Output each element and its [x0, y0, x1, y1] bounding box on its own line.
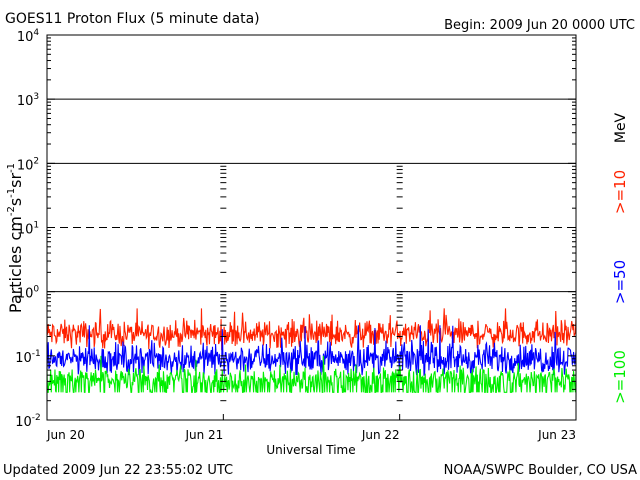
y-axis-label: Particles cm-2s-1sr-1 [6, 163, 25, 313]
legend-ge10: >=10 [611, 170, 629, 214]
legend: MeV >=10 >=50 >=100 [611, 112, 629, 403]
updated-timestamp: Updated 2009 Jun 22 23:55:02 UTC [3, 463, 233, 478]
series-layer [46, 308, 577, 393]
x-tick-label-1: Jun 21 [184, 428, 223, 442]
x-tick-label-2: Jun 22 [361, 428, 400, 442]
y-tick-label-1: 10-1 [15, 349, 41, 366]
series-line-ge50 [46, 325, 577, 376]
chart-title: GOES11 Proton Flux (5 minute data) [5, 11, 260, 27]
y-tick-label-3: 101 [17, 221, 39, 238]
x-tick-label-0: Jun 20 [46, 428, 85, 442]
x-axis-label: Universal Time [266, 443, 355, 457]
series-line-ge100 [46, 355, 577, 393]
y-tick-label-2: 100 [17, 285, 40, 302]
tick-layer: 10-2 10-1 100 101 102 103 104 Jun 20 Jun 21 Jun 2… [15, 28, 576, 442]
series-line-ge10 [46, 308, 577, 351]
grid-layer [47, 98, 576, 293]
legend-unit: MeV [613, 112, 629, 143]
y-tick-label-4: 102 [17, 156, 39, 173]
credit-label: NOAA/SWPC Boulder, CO USA [444, 463, 637, 478]
y-tick-label-6: 104 [17, 28, 40, 45]
y-tick-label-0: 10-2 [15, 413, 41, 430]
begin-time-label: Begin: 2009 Jun 20 0000 UTC [444, 18, 635, 33]
legend-ge50: >=50 [611, 260, 629, 304]
x-tick-label-3: Jun 23 [537, 428, 576, 442]
legend-ge100: >=100 [611, 350, 629, 404]
y-tick-label-5: 103 [17, 92, 39, 109]
